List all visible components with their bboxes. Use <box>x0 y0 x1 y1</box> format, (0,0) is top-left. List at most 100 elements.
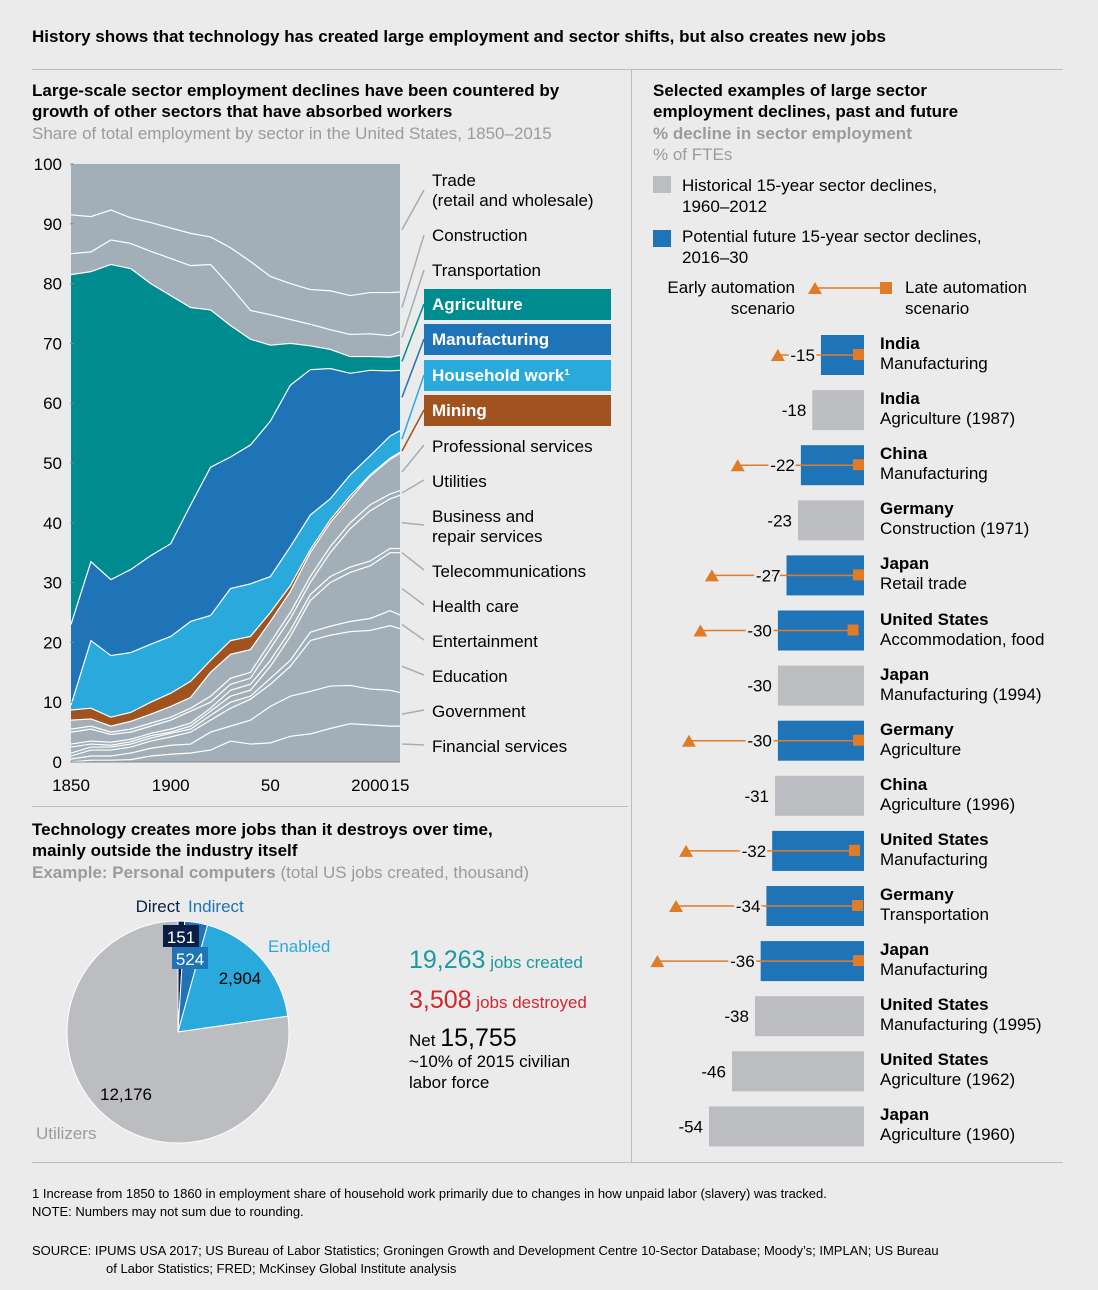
bar-row: -30 <box>745 665 864 706</box>
country: Japan <box>880 664 930 684</box>
area-chart-title: Large-scale sector employment declines h… <box>32 80 559 122</box>
title-line: mainly outside the industry itself <box>32 841 298 860</box>
bar-row-label: Japan Manufacturing (1994) <box>880 665 1042 705</box>
area-manufacturing <box>71 368 400 706</box>
destroyed-value: 3,508 <box>409 986 472 1014</box>
subtitle-bold: Example: Personal computers <box>32 863 276 882</box>
bar-row-label: India Agriculture (1987) <box>880 389 1015 429</box>
bar-value: -36 <box>730 952 755 971</box>
label-enabled: Enabled <box>268 937 330 956</box>
net-line: ~10% of 2015 civilian <box>409 1052 571 1071</box>
late-scenario-square-icon <box>853 569 864 581</box>
bar-value: -30 <box>747 622 772 641</box>
label-line: 2016–30 <box>682 248 749 267</box>
area-chart: 0 10 20 30 40 50 60 70 80 90 100 1850 1900 50 2000 15 <box>34 155 425 795</box>
legend-future: Potential future 15-year sector declines… <box>682 226 982 268</box>
sector: Manufacturing <box>880 354 988 373</box>
bar-value: -18 <box>782 401 807 420</box>
sector: Agriculture (1987) <box>880 409 1016 429</box>
y-tick-label: 0 <box>53 753 62 772</box>
bar-value: -34 <box>736 897 761 916</box>
pie-title: Technology creates more jobs than it des… <box>32 819 493 861</box>
label-indirect: Indirect <box>188 897 244 916</box>
leader-line <box>401 444 425 473</box>
sector: Agriculture <box>880 739 962 759</box>
x-tick-label: 2000 <box>351 776 389 795</box>
title-line: Large-scale sector employment declines h… <box>32 81 560 100</box>
bar-row: -30 <box>681 720 864 761</box>
sector: Construction (1971) <box>880 519 1030 539</box>
legend-transportation: Transportation <box>432 261 541 280</box>
y-tick-label: 20 <box>43 633 62 652</box>
leader-line <box>401 303 425 362</box>
bar-row: -34 <box>669 886 864 926</box>
late-scenario-square-icon <box>853 459 864 471</box>
created-text: jobs created <box>485 953 583 972</box>
leader-line <box>401 552 425 571</box>
legend-historical-swatch <box>653 176 671 193</box>
legend-business: Business and repair services <box>432 507 543 547</box>
bar-value: -30 <box>747 677 772 696</box>
slice-value-indirect: 524 <box>176 950 204 969</box>
title-line: Technology creates more jobs than it des… <box>32 820 493 839</box>
label-line: 1960–2012 <box>682 197 768 216</box>
bar-row: -36 <box>650 941 864 982</box>
bar-value: -15 <box>790 346 815 365</box>
country: Japan <box>880 1105 930 1125</box>
title-line: growth of other sectors that have absorb… <box>32 102 453 121</box>
bar-value: -54 <box>678 1117 703 1136</box>
bar-row-label: Germany Transportation <box>880 885 989 925</box>
net-label: Net <box>409 1031 441 1050</box>
bar <box>775 775 864 816</box>
y-tick-label: 50 <box>43 454 62 473</box>
early-scenario-triangle-icon <box>681 734 696 747</box>
country: India <box>880 334 920 353</box>
country: United States <box>880 995 989 1015</box>
footnote: 1 Increase from 1850 to 1860 in employme… <box>32 1186 827 1201</box>
legend-manufacturing: Manufacturing <box>424 324 611 355</box>
country: Japan <box>880 940 930 960</box>
subtitle-rest: (total US jobs created, thousand) <box>275 863 530 882</box>
bar-row-label: Germany Agriculture <box>880 720 961 760</box>
note: NOTE: Numbers may not sum due to roundin… <box>32 1204 304 1219</box>
boundary-line-d <box>70 552 400 748</box>
sector: Transportation <box>880 905 989 924</box>
label-line: Business and <box>432 507 535 526</box>
x-tick-label: 1850 <box>52 776 90 795</box>
early-scenario-triangle-icon <box>669 900 684 912</box>
title-line: Selected examples of large sector <box>653 81 928 100</box>
legend-future-swatch <box>653 230 671 247</box>
divider <box>32 1162 1063 1163</box>
bar-row: -18 <box>779 390 864 431</box>
x-tick-label: 50 <box>261 776 280 795</box>
leader-line <box>401 338 425 398</box>
boundary-line-construction_top <box>70 209 401 297</box>
boundary-line-g <box>70 684 401 760</box>
leader-line <box>401 743 425 746</box>
country: Germany <box>880 499 954 519</box>
sector: Manufacturing <box>880 849 988 869</box>
sector: Manufacturing <box>880 464 988 484</box>
title-line: employment declines, past and future <box>653 102 959 121</box>
boundary-line-a <box>70 489 401 733</box>
x-tick-label: 1900 <box>152 776 190 795</box>
country: India <box>880 389 920 409</box>
bar-value: -31 <box>744 787 769 806</box>
area-agriculture <box>71 264 400 625</box>
label-line: Trade <box>432 171 476 190</box>
bar-value: -32 <box>742 842 767 861</box>
square-icon <box>880 282 892 294</box>
bar-row: -27 <box>704 555 864 596</box>
boundary-line-manufacturing_top <box>70 367 401 625</box>
late-scenario-square-icon <box>853 734 864 746</box>
destroyed-text: jobs destroyed <box>471 993 587 1012</box>
sector: Accommodation, food <box>880 629 1045 649</box>
y-tick-label: 60 <box>43 394 62 413</box>
country: United States <box>880 609 989 629</box>
bar-value: -38 <box>724 1007 749 1026</box>
early-scenario-triangle-icon <box>730 459 745 472</box>
label-line: Early automation <box>667 278 795 297</box>
source: of Labor Statistics; FRED; McKinsey Glob… <box>106 1261 457 1276</box>
legend-early: Early automation scenario <box>640 277 795 319</box>
boundary-line-mining_bottom <box>70 452 401 727</box>
